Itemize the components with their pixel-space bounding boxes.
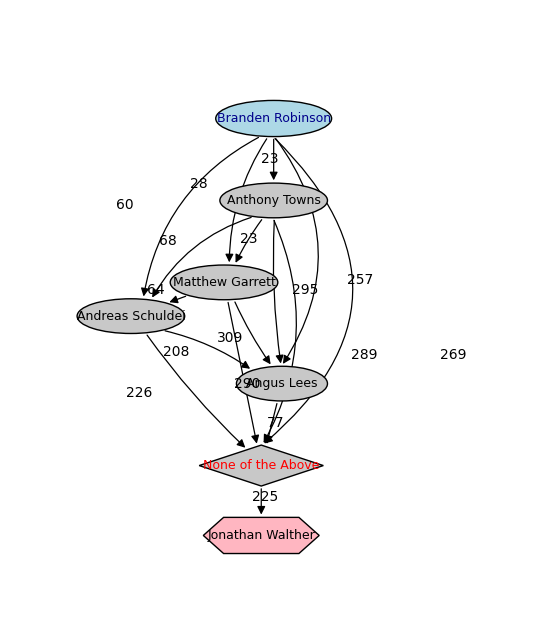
Polygon shape	[199, 445, 324, 486]
Text: 23: 23	[240, 232, 257, 246]
Text: 28: 28	[190, 177, 208, 190]
Text: 257: 257	[348, 273, 374, 287]
Text: 290: 290	[233, 377, 260, 391]
Ellipse shape	[220, 183, 327, 218]
Text: None of the Above: None of the Above	[203, 459, 319, 472]
Ellipse shape	[77, 299, 185, 334]
Polygon shape	[203, 517, 319, 553]
Ellipse shape	[237, 366, 327, 401]
Text: 295: 295	[292, 282, 318, 297]
Text: 77: 77	[267, 416, 285, 430]
Text: Matthew Garrett: Matthew Garrett	[172, 276, 276, 289]
Text: Anthony Towns: Anthony Towns	[227, 194, 320, 207]
Text: 208: 208	[163, 346, 190, 359]
Text: 269: 269	[441, 347, 467, 362]
Ellipse shape	[216, 100, 332, 136]
Text: Branden Robinson: Branden Robinson	[217, 112, 331, 125]
Ellipse shape	[170, 265, 278, 300]
Text: 226: 226	[126, 386, 152, 400]
Text: Angus Lees: Angus Lees	[246, 377, 318, 390]
Text: Jonathan Walther: Jonathan Walther	[207, 529, 315, 542]
Text: 68: 68	[159, 234, 177, 249]
Text: 60: 60	[116, 198, 134, 212]
Text: 309: 309	[217, 331, 244, 345]
Text: 23: 23	[261, 153, 278, 167]
Text: 225: 225	[252, 490, 279, 504]
Text: Andreas Schuldei: Andreas Schuldei	[76, 310, 185, 322]
Text: 289: 289	[351, 347, 378, 362]
Text: 64: 64	[147, 282, 164, 297]
